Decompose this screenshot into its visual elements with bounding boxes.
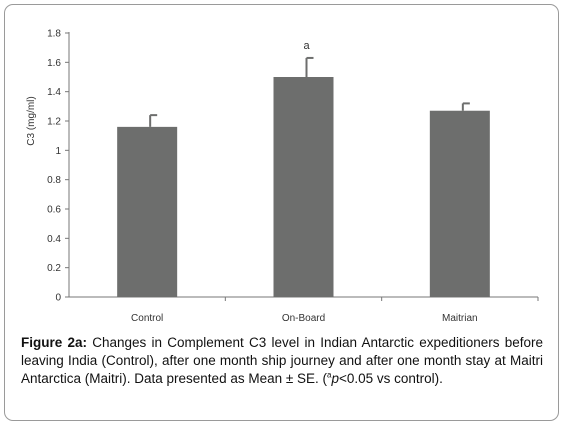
y-tick-label: 1.4 bbox=[47, 87, 61, 98]
x-tick-label: On-Board bbox=[282, 313, 325, 324]
figure-caption: Figure 2a: Changes in Complement C3 leve… bbox=[21, 334, 543, 388]
bar-maitrian bbox=[429, 110, 490, 297]
y-axis-label: C3 (mg/ml) bbox=[26, 96, 37, 145]
y-tick-label: 0.6 bbox=[47, 205, 61, 216]
y-tick-label: 0.4 bbox=[47, 234, 61, 245]
y-tick-label: 1 bbox=[55, 146, 61, 157]
y-tick-label: 1.2 bbox=[47, 117, 61, 128]
caption-superscript: a bbox=[327, 370, 332, 380]
y-tick-label: 0.2 bbox=[47, 263, 61, 274]
caption-label: Figure 2a: bbox=[21, 335, 87, 350]
x-tick-label: Control bbox=[131, 313, 163, 324]
y-tick-label: 1.6 bbox=[47, 58, 61, 69]
y-tick-label: 1.8 bbox=[47, 29, 61, 40]
caption-italic-p: p bbox=[331, 371, 339, 386]
caption-text: Changes in Complement C3 level in Indian… bbox=[21, 335, 544, 386]
caption-tail: <0.05 vs control). bbox=[339, 371, 443, 386]
significance-annotation: a bbox=[303, 40, 310, 52]
y-tick-label: 0 bbox=[55, 293, 61, 304]
x-tick-label: Maitrian bbox=[442, 313, 478, 324]
y-tick-label: 0.8 bbox=[47, 175, 61, 186]
bar-control bbox=[117, 126, 178, 297]
bar-on-board bbox=[273, 77, 334, 297]
